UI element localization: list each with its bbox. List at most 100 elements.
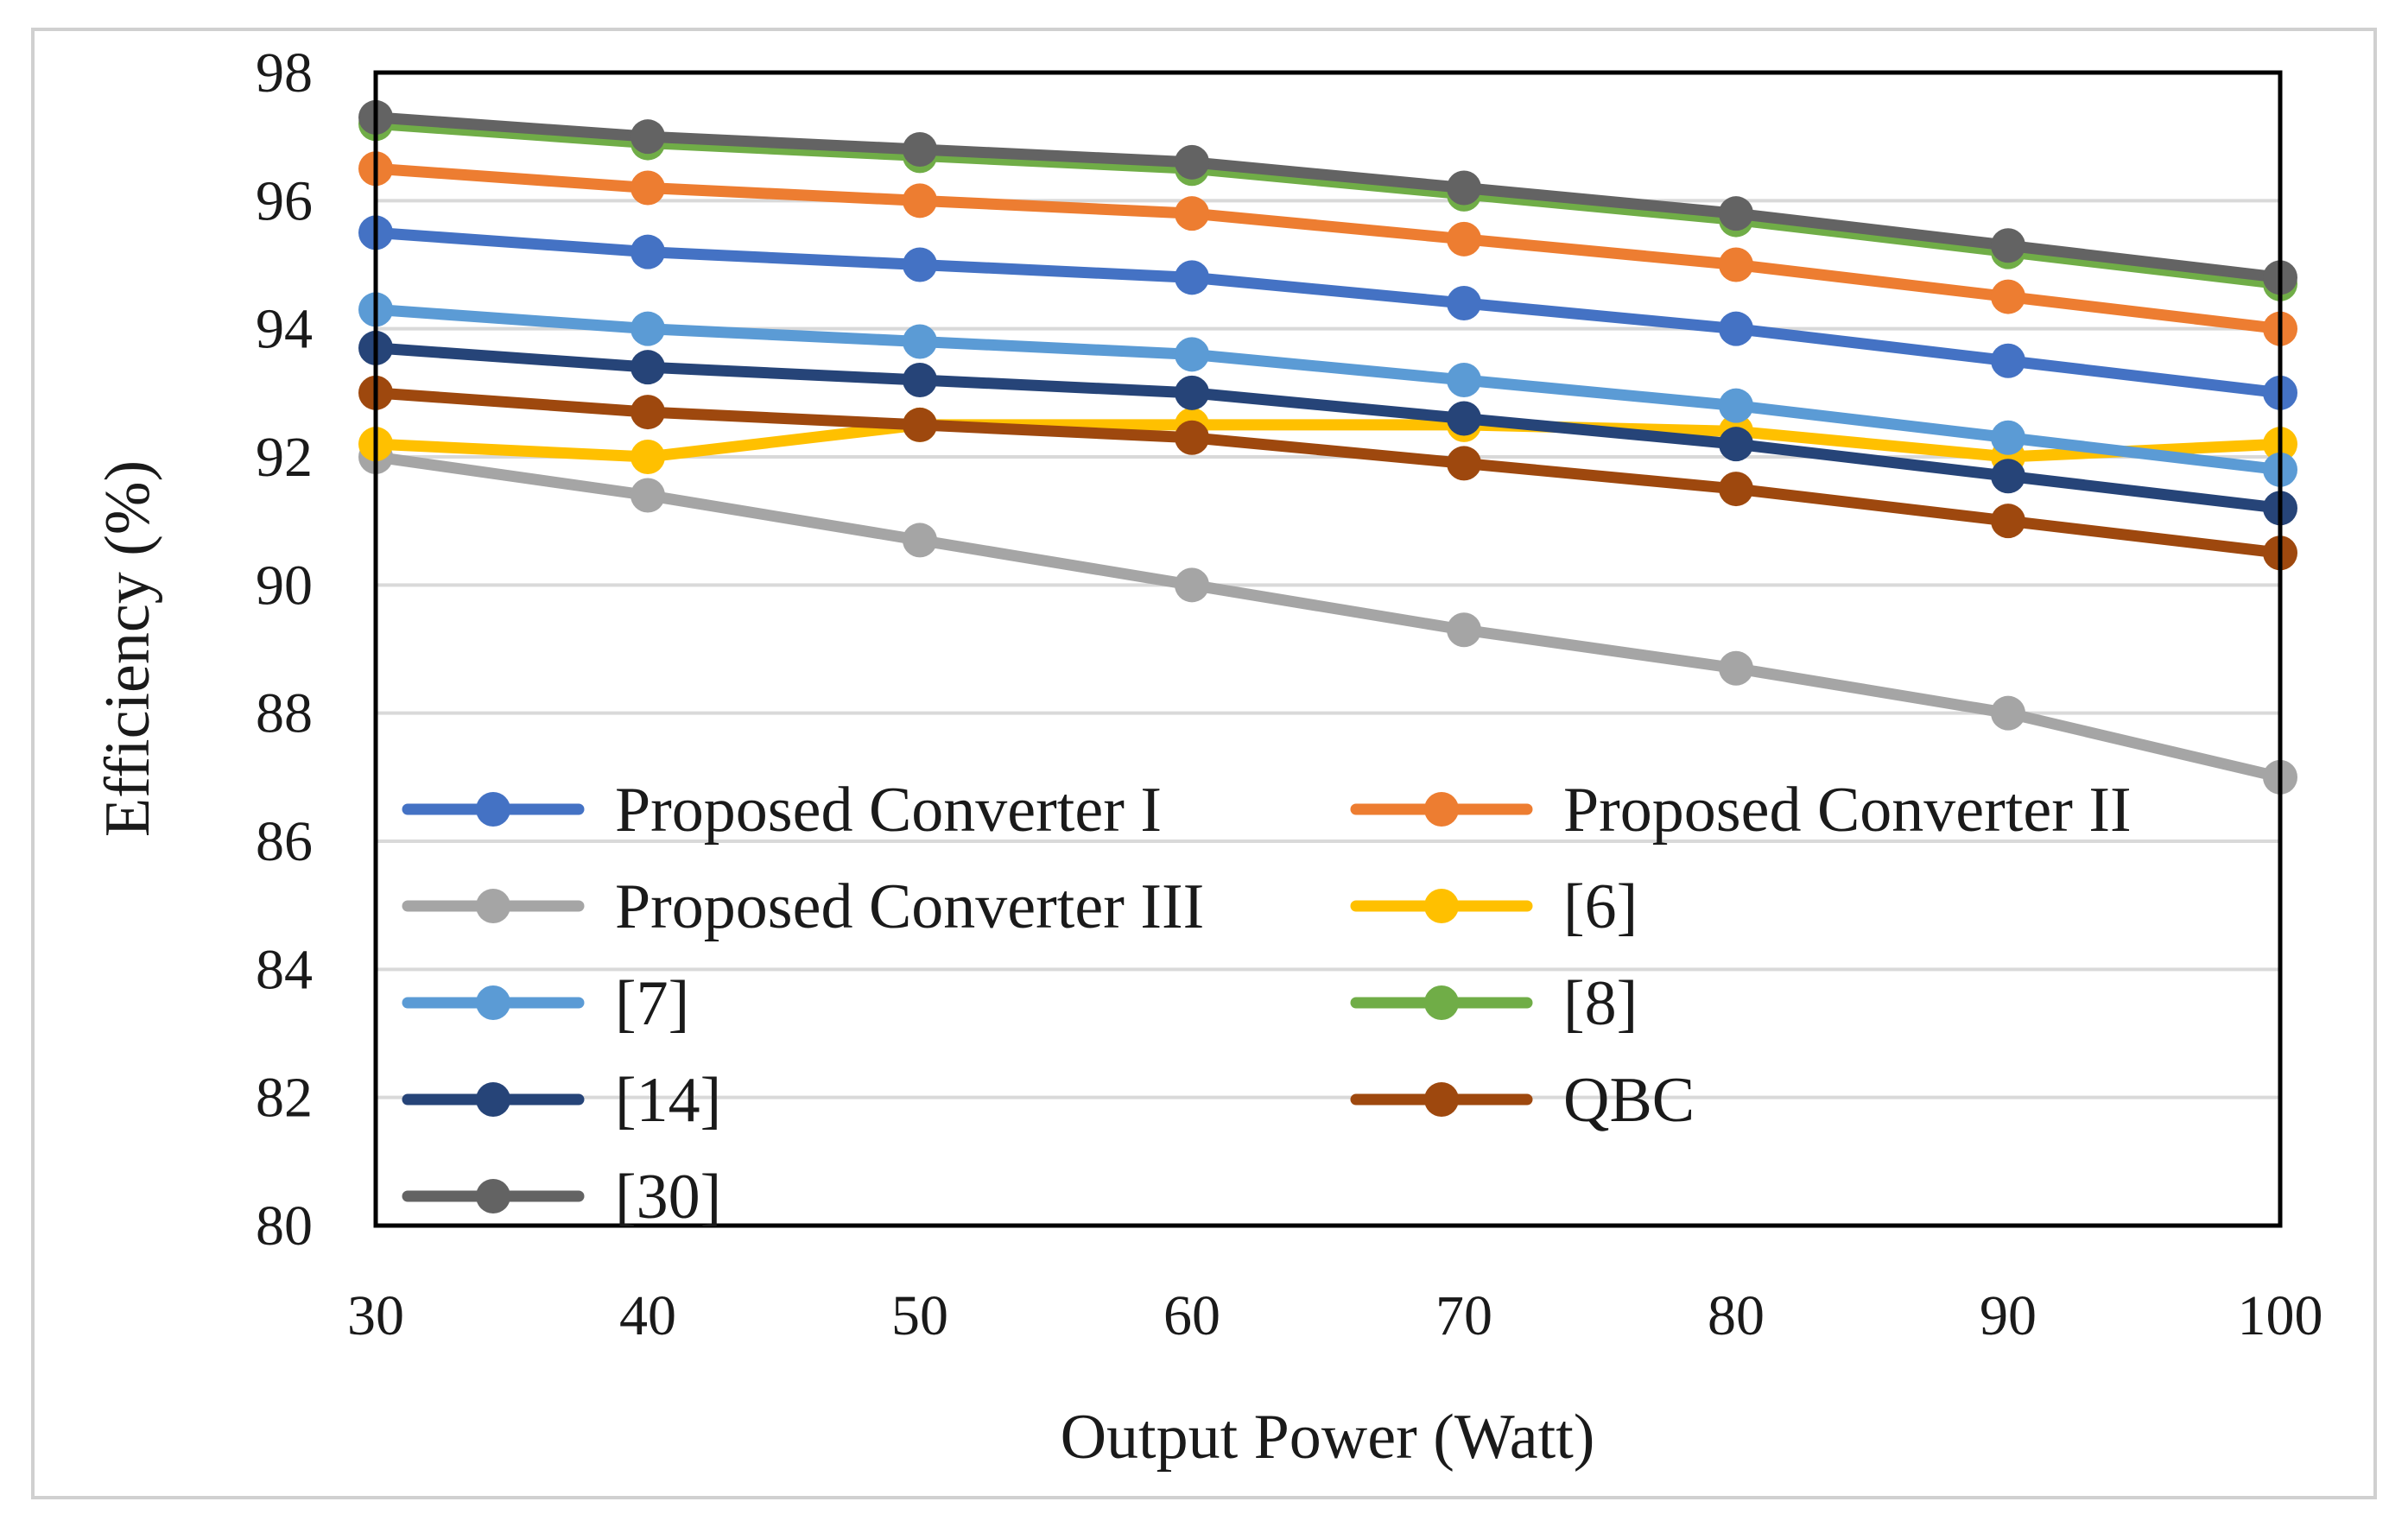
legend-swatch-marker — [476, 985, 510, 1020]
data-point — [1175, 144, 1209, 180]
series-line — [370, 111, 2286, 283]
legend-label: Proposed Converter III — [615, 871, 1204, 942]
legend-label: Proposed Converter I — [615, 775, 1162, 846]
x-tick-label: 70 — [1435, 1284, 1492, 1347]
data-point — [1991, 279, 2025, 314]
x-tick-label: 80 — [1708, 1284, 1765, 1347]
x-tick-label: 60 — [1163, 1284, 1220, 1347]
legend-item: [7] — [402, 968, 689, 1039]
series-0 — [358, 215, 2297, 410]
data-point — [1447, 363, 1481, 397]
data-point — [631, 170, 665, 206]
data-point — [631, 311, 665, 346]
y-tick-label: 86 — [256, 810, 313, 873]
data-point — [631, 440, 665, 474]
legend: Proposed Converter I Proposed Converter I… — [402, 775, 2132, 1232]
data-point — [903, 407, 937, 442]
x-axis-ticks: 30 40 50 60 70 80 90 100 — [347, 1284, 2323, 1347]
series-1 — [358, 151, 2297, 346]
data-point — [1719, 247, 1753, 282]
series-7 — [358, 375, 2297, 571]
series-line — [370, 451, 2286, 783]
y-tick-label: 96 — [256, 169, 313, 232]
legend-label: [8] — [1563, 968, 1638, 1039]
legend-item: [6] — [1350, 871, 1638, 942]
legend-swatch-marker — [476, 792, 510, 827]
y-tick-label: 90 — [256, 554, 313, 617]
data-point — [1719, 311, 1753, 346]
plot-border — [373, 70, 2283, 1228]
x-tick-label: 50 — [891, 1284, 948, 1347]
data-point — [903, 363, 937, 397]
series-4 — [358, 292, 2297, 487]
series-line — [370, 419, 2286, 463]
legend-label: QBC — [1563, 1065, 1695, 1136]
y-tick-label: 88 — [256, 682, 313, 745]
legend-item: QBC — [1350, 1065, 1695, 1136]
x-tick-label: 100 — [2238, 1284, 2323, 1347]
x-axis-title: Output Power (Watt) — [1061, 1402, 1595, 1473]
series-line — [370, 117, 2286, 290]
legend-item: Proposed Converter III — [402, 871, 1204, 942]
legend-label: [14] — [615, 1065, 721, 1136]
x-tick-label: 30 — [347, 1284, 404, 1347]
data-point — [903, 324, 937, 359]
y-tick-label: 92 — [256, 426, 313, 489]
data-point — [1719, 388, 1753, 423]
data-point — [1447, 446, 1481, 481]
data-point — [1991, 228, 2025, 263]
data-point — [1991, 459, 2025, 494]
legend-swatch-marker — [476, 1082, 510, 1117]
series-line — [370, 162, 2286, 335]
data-point — [1719, 427, 1753, 462]
data-point — [1175, 420, 1209, 455]
legend-swatch-marker — [476, 889, 510, 923]
data-point — [903, 132, 937, 167]
data-point — [903, 247, 937, 282]
legend-label: [7] — [615, 968, 689, 1039]
data-point — [1447, 170, 1481, 206]
legend-swatch-marker — [476, 1179, 510, 1213]
data-point — [1175, 375, 1209, 410]
series-line — [370, 303, 2286, 476]
y-tick-label: 82 — [256, 1067, 313, 1130]
x-tick-label: 90 — [1980, 1284, 2037, 1347]
y-axis-title: Efficiency (%) — [92, 460, 163, 837]
legend-swatch-marker — [1424, 792, 1459, 827]
data-point — [1991, 420, 2025, 455]
data-point — [1175, 337, 1209, 372]
series-line — [370, 226, 2286, 399]
legend-label: [6] — [1563, 871, 1638, 942]
data-point — [1175, 567, 1209, 603]
data-point — [631, 119, 665, 155]
data-point — [631, 234, 665, 269]
x-tick-label: 40 — [619, 1284, 676, 1347]
series-line — [370, 342, 2286, 514]
y-tick-label: 98 — [256, 41, 313, 105]
data-point — [1447, 401, 1481, 436]
legend-item: Proposed Converter II — [1350, 775, 2132, 846]
legend-swatch-marker — [1424, 985, 1459, 1020]
legend-item: [8] — [1350, 968, 1638, 1039]
series-8 — [358, 99, 2297, 295]
data-point — [1991, 695, 2025, 731]
data-point — [631, 478, 665, 513]
data-point — [1991, 343, 2025, 378]
legend-item: [30] — [402, 1162, 721, 1232]
y-tick-label: 84 — [256, 938, 313, 1001]
data-point — [1719, 196, 1753, 231]
data-point — [631, 350, 665, 385]
y-axis-ticks: 80 82 84 86 88 90 92 94 96 98 — [256, 41, 313, 1258]
series-layer — [358, 99, 2297, 795]
data-point — [1175, 260, 1209, 295]
data-point — [1719, 650, 1753, 686]
legend-swatch-marker — [1424, 1082, 1459, 1117]
series-6 — [358, 330, 2297, 526]
data-point — [631, 395, 665, 430]
y-tick-label: 94 — [256, 298, 313, 361]
legend-item: [14] — [402, 1065, 721, 1136]
data-point — [903, 523, 937, 558]
legend-label: Proposed Converter II — [1563, 775, 2132, 846]
data-point — [1447, 221, 1481, 257]
legend-item: Proposed Converter I — [402, 775, 1162, 846]
